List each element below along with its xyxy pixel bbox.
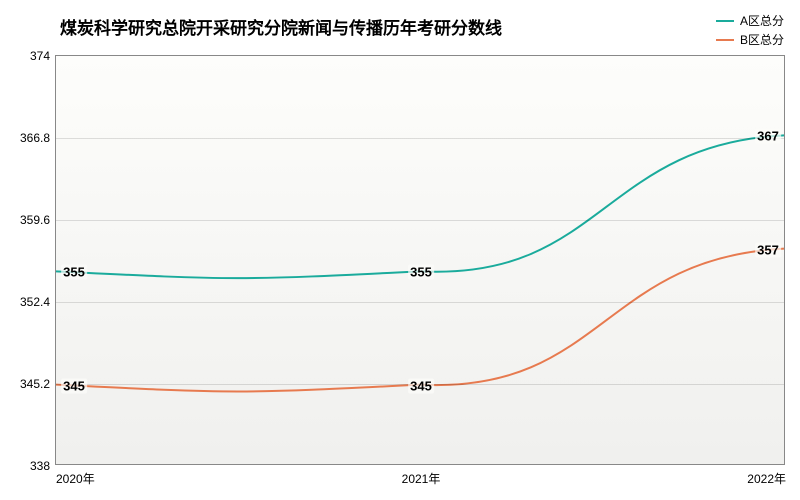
data-label: 357: [755, 242, 781, 257]
legend-item-b: B区总分: [716, 31, 784, 48]
legend-label-a: A区总分: [740, 12, 784, 29]
chart-title: 煤炭科学研究总院开采研究分院新闻与传播历年考研分数线: [60, 14, 502, 39]
y-tick-label: 345.2: [20, 377, 50, 391]
y-tick-label: 352.4: [20, 295, 50, 309]
data-label: 345: [408, 379, 434, 394]
legend: A区总分 B区总分: [716, 12, 784, 50]
legend-label-b: B区总分: [740, 31, 784, 48]
chart-container: 煤炭科学研究总院开采研究分院新闻与传播历年考研分数线 A区总分 B区总分 338…: [0, 0, 800, 500]
y-tick-label: 374: [30, 49, 50, 63]
x-tick-label: 2021年: [402, 470, 441, 487]
legend-swatch-a: [716, 20, 734, 22]
series-lines: [56, 56, 784, 464]
series-line-0: [56, 135, 784, 278]
legend-swatch-b: [716, 39, 734, 41]
data-label: 355: [61, 265, 87, 280]
y-tick-label: 338: [30, 459, 50, 473]
gridline: [56, 138, 784, 139]
x-tick-label: 2020年: [56, 470, 95, 487]
data-label: 355: [408, 265, 434, 280]
plot-area: 338345.2352.4359.6366.83742020年2021年2022…: [55, 55, 785, 465]
x-tick-label: 2022年: [747, 470, 786, 487]
y-tick-label: 366.8: [20, 131, 50, 145]
data-label: 367: [755, 128, 781, 143]
legend-item-a: A区总分: [716, 12, 784, 29]
gridline: [56, 302, 784, 303]
data-label: 345: [61, 379, 87, 394]
y-tick-label: 359.6: [20, 213, 50, 227]
gridline: [56, 220, 784, 221]
